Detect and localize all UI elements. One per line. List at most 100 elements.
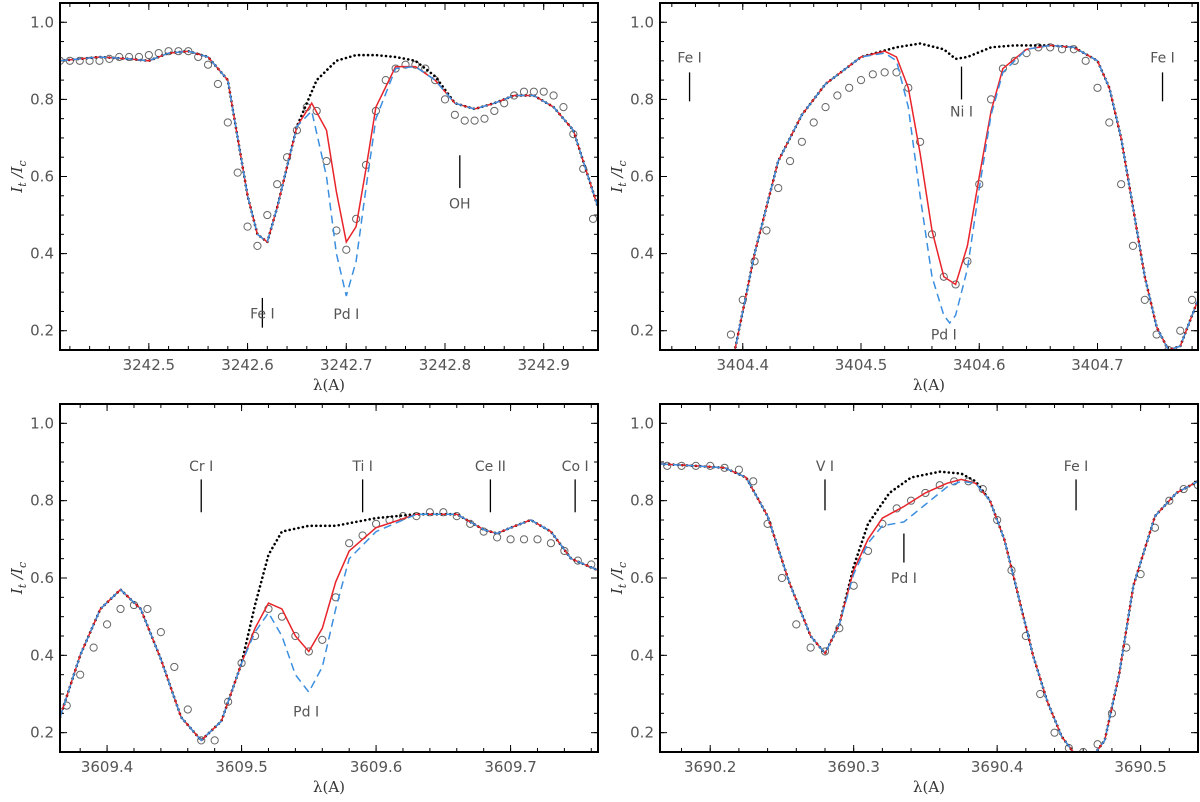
x-tick-label: 3404.6 [953, 356, 1006, 374]
observed-point [868, 70, 877, 79]
plot-frame [59, 2, 599, 351]
observed-point [777, 573, 787, 583]
series-group [660, 461, 1198, 752]
observed-point [224, 697, 233, 706]
observed-point [579, 164, 588, 173]
observed-point [921, 488, 930, 498]
observed-point [76, 670, 85, 679]
observed-point [939, 272, 948, 281]
observed-point [833, 91, 842, 100]
line-identification-label: Ti I [351, 459, 373, 475]
line-identification-label: Pd I [931, 328, 957, 344]
observed-point [170, 662, 179, 672]
line-identification-label: OH [449, 196, 471, 212]
series-line-dotted-black [660, 462, 1198, 752]
observed-point [273, 180, 282, 189]
observed-point [539, 87, 548, 96]
x-tick-label: 3690.2 [684, 758, 737, 776]
observed-point [1093, 83, 1102, 92]
observed-point [749, 477, 758, 486]
y-tick-label: 0.6 [30, 168, 54, 186]
observed-point [774, 183, 783, 193]
observed-point [533, 535, 542, 544]
observed-point [1036, 689, 1045, 699]
observed-point [421, 64, 430, 73]
observed-point [906, 496, 916, 505]
y-tick-label: 0.2 [30, 724, 54, 742]
y-tick-label: 0.2 [630, 724, 654, 742]
observed-point [480, 114, 489, 123]
y-axis-label: It /Ic [8, 160, 29, 193]
x-tick-label: 3404.4 [717, 356, 770, 374]
observed-point [1010, 56, 1019, 65]
y-tick-label: 0.8 [630, 492, 654, 510]
observed-point [519, 87, 529, 96]
observed-point [263, 210, 272, 220]
y-tick-label: 0.8 [30, 90, 54, 108]
observed-point [750, 257, 759, 266]
observed-point [115, 52, 124, 62]
y-tick-label: 0.2 [30, 322, 54, 340]
observed-point [529, 87, 538, 96]
observed-point [342, 245, 351, 254]
line-identification-label: Fe I [1064, 459, 1088, 475]
observed-point [1179, 484, 1188, 494]
observed-point [439, 508, 448, 517]
series-line-red-solid [660, 463, 1198, 752]
observed-point [243, 222, 252, 231]
plot-frame [659, 403, 1199, 753]
observed-point [588, 214, 598, 224]
line-identification-label: Pd I [891, 571, 917, 587]
series-line-dotted-black [733, 42, 1198, 350]
observed-point [951, 280, 960, 289]
x-axis-label: λ(A) [913, 778, 945, 796]
x-tick-label: 3609.7 [484, 758, 537, 776]
observed-point [253, 241, 262, 250]
observed-point [116, 604, 125, 614]
observed-point [845, 83, 854, 92]
panel-3: 3609.4 3609.5 3609.6 3609.7 0.2 0.4 0.6 0.8 1.0 λ… [8, 403, 599, 796]
line-identification-label: Ce II [475, 459, 506, 475]
observed-point [164, 47, 173, 56]
line-identification-label: Fe I [1150, 51, 1174, 67]
observed-point [726, 330, 736, 339]
panel-2: 3404.4 3404.5 3404.6 3404.7 0.2 0.4 0.6 0.8 1.0 λ… [608, 2, 1199, 394]
line-identification-label: Fe I [250, 306, 274, 322]
x-tick-label: 3242.8 [419, 356, 472, 374]
observed-point [519, 535, 529, 544]
observed-point [916, 137, 925, 146]
y-tick-label: 0.2 [630, 322, 654, 340]
y-tick-label: 1.0 [30, 414, 54, 432]
observed-point [213, 79, 223, 89]
observed-point [785, 156, 795, 166]
observed-point [559, 103, 568, 112]
observed-point [322, 156, 331, 166]
observed-point [210, 736, 219, 745]
x-tick-label: 3609.6 [350, 758, 403, 776]
observed-point [203, 60, 213, 69]
x-tick-label: 3690.4 [971, 758, 1024, 776]
observed-point [809, 118, 818, 127]
observed-point [291, 631, 300, 641]
line-identification-label: Co I [562, 459, 589, 475]
line-identification-label: Ni I [950, 105, 973, 121]
observed-point [233, 168, 242, 177]
observed-point [490, 106, 499, 116]
observed-point [738, 295, 747, 304]
observed-point [89, 643, 98, 652]
series-line-red-solid [60, 513, 598, 742]
x-axis-label: λ(A) [313, 376, 345, 394]
observed-point [1187, 295, 1197, 304]
observed-point [144, 50, 153, 60]
x-axis-label: λ(A) [913, 376, 945, 394]
y-tick-label: 1.0 [30, 13, 54, 31]
observed-point [546, 539, 556, 548]
y-tick-label: 1.0 [630, 414, 654, 432]
series-group [60, 47, 598, 297]
observed-point [460, 116, 469, 125]
y-axis-label: It /Ic [608, 160, 629, 193]
observed-point [821, 103, 830, 112]
y-tick-label: 0.4 [630, 245, 654, 263]
observed-point [1193, 481, 1198, 490]
